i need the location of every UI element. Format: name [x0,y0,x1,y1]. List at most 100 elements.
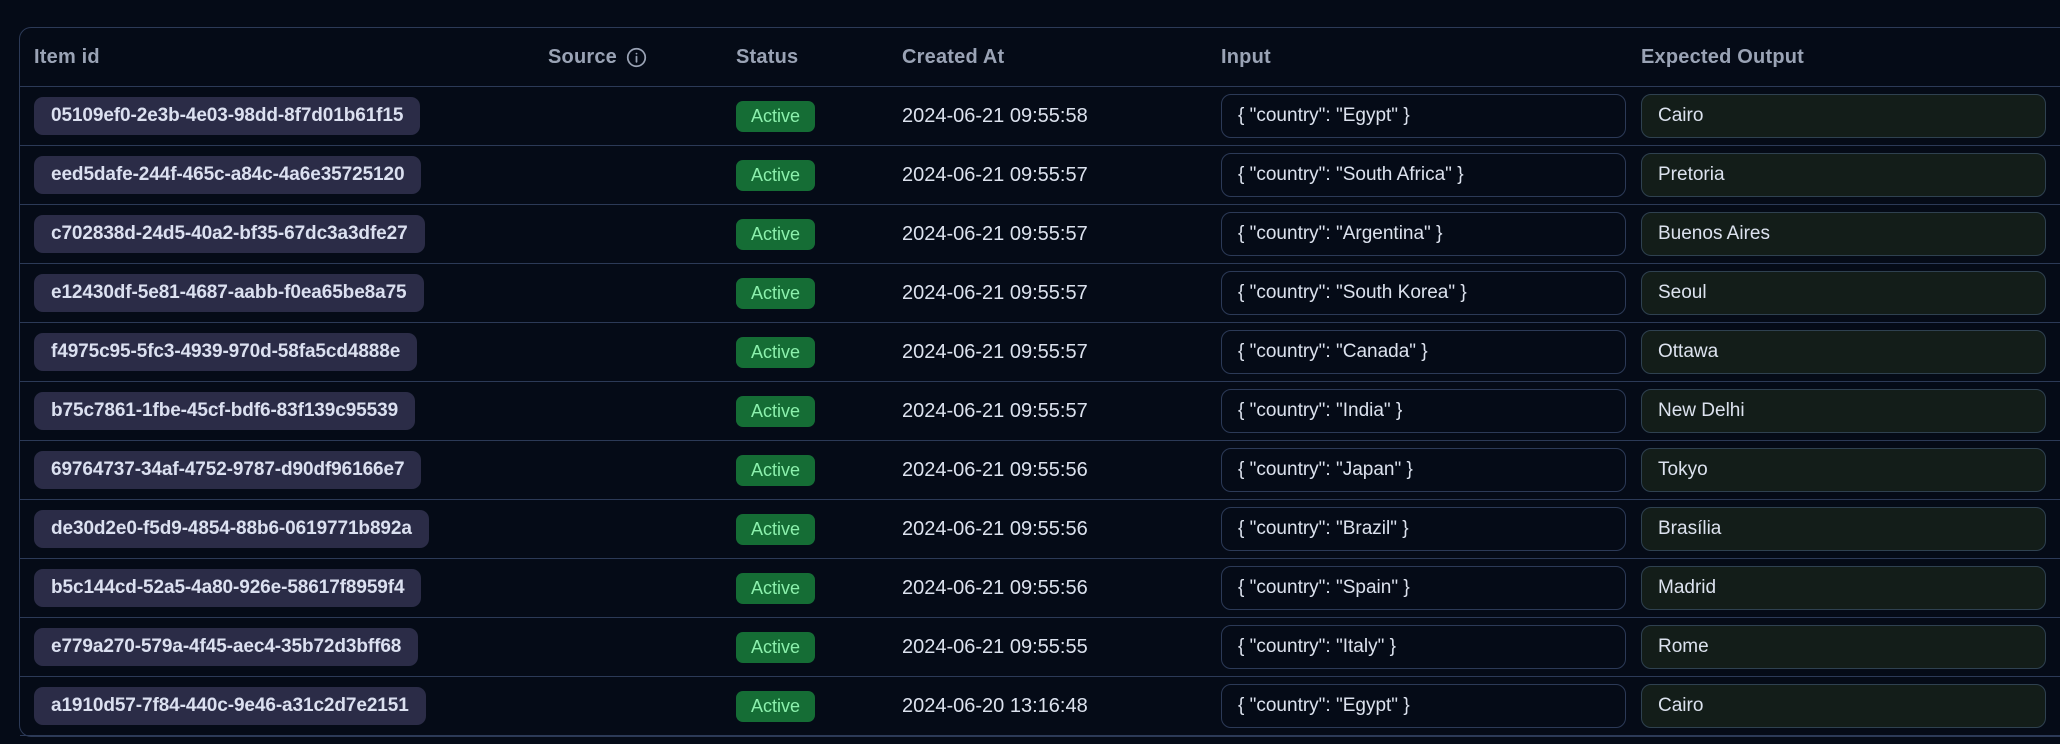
expected-output-cell: Madrid [1641,566,2060,610]
info-circle-icon[interactable] [626,47,647,68]
column-header-label: Source [548,45,618,68]
table-row[interactable]: 69764737-34af-4752-9787-d90df96166e7 Act… [20,441,2060,500]
input-value-box: { "country": "Brazil" } [1221,507,1626,551]
status-cell: Active [736,100,902,132]
item-id-pill[interactable]: e779a270-579a-4f45-aec4-35b72d3bff68 [34,628,419,666]
table-row[interactable]: 05109ef0-2e3b-4e03-98dd-8f7d01b61f15 Act… [20,87,2060,146]
status-cell: Active [736,218,902,250]
expected-output-cell: Buenos Aires [1641,212,2060,256]
dataset-items-table: Item id Source Status Created At Input E… [19,27,2060,737]
item-id-cell: c702838d-24d5-40a2-bf35-67dc3a3dfe27 [34,215,548,253]
item-id-cell: e12430df-5e81-4687-aabb-f0ea65be8a75 [34,274,548,312]
item-id-cell: eed5dafe-244f-465c-a84c-4a6e35725120 [34,156,548,194]
item-id-pill[interactable]: eed5dafe-244f-465c-a84c-4a6e35725120 [34,156,422,194]
column-header-label: Created At [902,45,1005,68]
status-cell: Active [736,336,902,368]
status-badge: Active [736,218,816,250]
item-id-pill[interactable]: c702838d-24d5-40a2-bf35-67dc3a3dfe27 [34,215,425,253]
table-row[interactable]: c702838d-24d5-40a2-bf35-67dc3a3dfe27 Act… [20,205,2060,264]
input-value-box: { "country": "Japan" } [1221,448,1626,492]
input-cell: { "country": "Italy" } [1221,625,1641,669]
expected-output-value-box: Pretoria [1641,153,2046,197]
input-cell: { "country": "Brazil" } [1221,507,1641,551]
status-badge: Active [736,395,816,427]
expected-output-value-box: Brasília [1641,507,2046,551]
item-id-cell: b5c144cd-52a5-4a80-926e-58617f8959f4 [34,569,548,607]
table-body: 05109ef0-2e3b-4e03-98dd-8f7d01b61f15 Act… [20,87,2060,736]
created-at-cell: 2024-06-21 09:55:56 [902,576,1088,599]
created-at-cell: 2024-06-20 13:16:48 [902,694,1088,717]
table-row[interactable]: e779a270-579a-4f45-aec4-35b72d3bff68 Act… [20,618,2060,677]
expected-output-cell: Pretoria [1641,153,2060,197]
input-value-box: { "country": "Canada" } [1221,330,1626,374]
table-row[interactable]: eed5dafe-244f-465c-a84c-4a6e35725120 Act… [20,146,2060,205]
expected-output-value-box: Cairo [1641,94,2046,138]
item-id-pill[interactable]: 69764737-34af-4752-9787-d90df96166e7 [34,451,422,489]
expected-output-cell: Seoul [1641,271,2060,315]
status-badge: Active [736,572,816,604]
item-id-cell: 69764737-34af-4752-9787-d90df96166e7 [34,451,548,489]
table-row[interactable]: a1910d57-7f84-440c-9e46-a31c2d7e2151 Act… [20,677,2060,736]
item-id-pill[interactable]: a1910d57-7f84-440c-9e46-a31c2d7e2151 [34,687,426,725]
input-cell: { "country": "India" } [1221,389,1641,433]
status-badge: Active [736,100,816,132]
expected-output-value-box: New Delhi [1641,389,2046,433]
status-cell: Active [736,454,902,486]
item-id-cell: de30d2e0-f5d9-4854-88b6-0619771b892a [34,510,548,548]
expected-output-cell: Cairo [1641,94,2060,138]
input-cell: { "country": "South Korea" } [1221,271,1641,315]
table-row[interactable]: de30d2e0-f5d9-4854-88b6-0619771b892a Act… [20,500,2060,559]
expected-output-value-box: Buenos Aires [1641,212,2046,256]
created-at-cell: 2024-06-21 09:55:57 [902,281,1088,304]
item-id-cell: a1910d57-7f84-440c-9e46-a31c2d7e2151 [34,687,548,725]
status-badge: Active [736,454,816,486]
created-at-cell: 2024-06-21 09:55:57 [902,399,1088,422]
column-header-expected-output: Expected Output [1641,46,2060,69]
expected-output-cell: Ottawa [1641,330,2060,374]
item-id-cell: e779a270-579a-4f45-aec4-35b72d3bff68 [34,628,548,666]
input-cell: { "country": "Argentina" } [1221,212,1641,256]
item-id-pill[interactable]: b75c7861-1fbe-45cf-bdf6-83f139c95539 [34,392,416,430]
status-cell: Active [736,513,902,545]
status-badge: Active [736,159,816,191]
status-cell: Active [736,277,902,309]
status-cell: Active [736,159,902,191]
created-at-cell: 2024-06-21 09:55:56 [902,517,1088,540]
table-row[interactable]: f4975c95-5fc3-4939-970d-58fa5cd4888e Act… [20,323,2060,382]
input-cell: { "country": "Japan" } [1221,448,1641,492]
item-id-pill[interactable]: f4975c95-5fc3-4939-970d-58fa5cd4888e [34,333,418,371]
expected-output-value-box: Cairo [1641,684,2046,728]
status-cell: Active [736,631,902,663]
status-badge: Active [736,690,816,722]
item-id-pill[interactable]: b5c144cd-52a5-4a80-926e-58617f8959f4 [34,569,422,607]
table-header-row: Item id Source Status Created At Input E… [20,28,2060,87]
item-id-pill[interactable]: 05109ef0-2e3b-4e03-98dd-8f7d01b61f15 [34,97,421,135]
expected-output-cell: Brasília [1641,507,2060,551]
table-row[interactable]: e12430df-5e81-4687-aabb-f0ea65be8a75 Act… [20,264,2060,323]
expected-output-value-box: Madrid [1641,566,2046,610]
expected-output-cell: Rome [1641,625,2060,669]
column-header-status: Status [736,46,902,69]
created-at-cell: 2024-06-21 09:55:57 [902,340,1088,363]
item-id-pill[interactable]: e12430df-5e81-4687-aabb-f0ea65be8a75 [34,274,424,312]
input-value-box: { "country": "Argentina" } [1221,212,1626,256]
expected-output-cell: Tokyo [1641,448,2060,492]
item-id-cell: 05109ef0-2e3b-4e03-98dd-8f7d01b61f15 [34,97,548,135]
item-id-cell: f4975c95-5fc3-4939-970d-58fa5cd4888e [34,333,548,371]
created-at-cell: 2024-06-21 09:55:58 [902,104,1088,127]
input-cell: { "country": "Spain" } [1221,566,1641,610]
table-row[interactable]: b75c7861-1fbe-45cf-bdf6-83f139c95539 Act… [20,382,2060,441]
column-header-label: Expected Output [1641,45,1805,68]
input-cell: { "country": "Canada" } [1221,330,1641,374]
table-row[interactable]: b5c144cd-52a5-4a80-926e-58617f8959f4 Act… [20,559,2060,618]
expected-output-cell: New Delhi [1641,389,2060,433]
input-value-box: { "country": "Egypt" } [1221,94,1626,138]
column-header-item-id: Item id [34,46,548,69]
item-id-cell: b75c7861-1fbe-45cf-bdf6-83f139c95539 [34,392,548,430]
column-header-source: Source [548,46,736,69]
item-id-pill[interactable]: de30d2e0-f5d9-4854-88b6-0619771b892a [34,510,429,548]
expected-output-cell: Cairo [1641,684,2060,728]
created-at-cell: 2024-06-21 09:55:57 [902,163,1088,186]
input-value-box: { "country": "Spain" } [1221,566,1626,610]
status-badge: Active [736,631,816,663]
